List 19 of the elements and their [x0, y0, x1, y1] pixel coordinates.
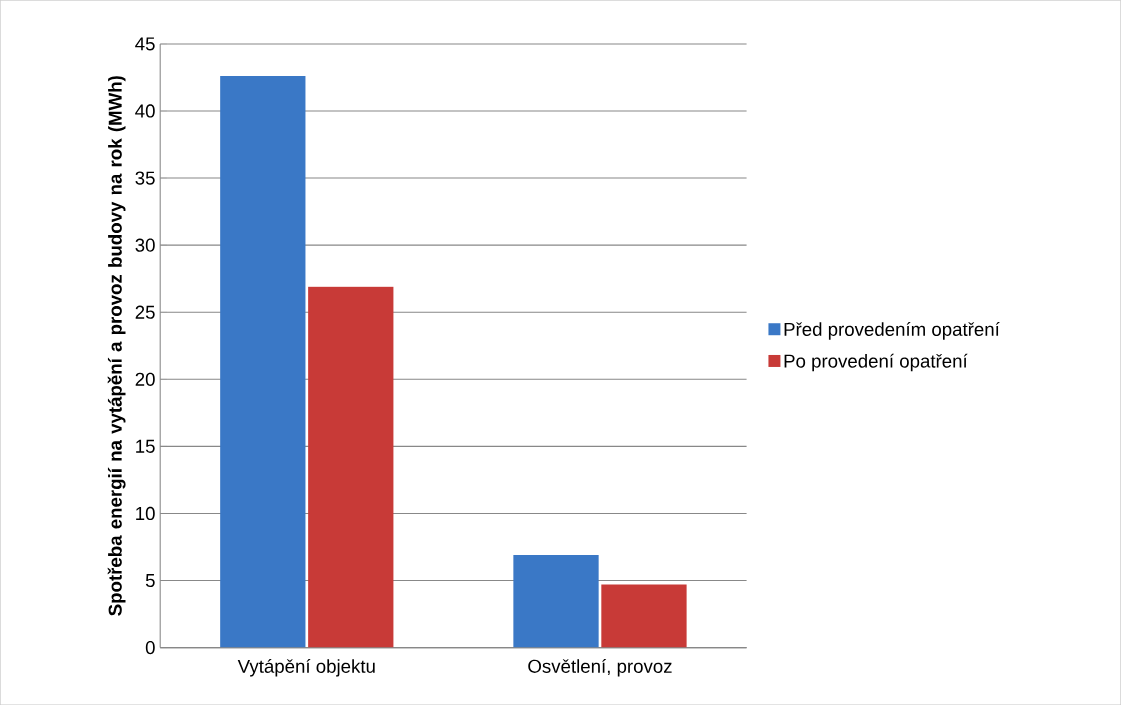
y-tick-label: 20 — [135, 372, 155, 386]
bar — [220, 76, 306, 648]
x-tick-label: Vytápění objektu — [237, 658, 375, 677]
y-tick-label: 0 — [145, 640, 155, 655]
bar — [513, 554, 599, 648]
x-tick-label: Osvětlení, provoz — [528, 658, 672, 677]
y-tick-label: 10 — [136, 506, 155, 520]
y-tick-label: 15 — [136, 439, 155, 453]
y-tick-label: 40 — [135, 104, 155, 118]
y-tick-label: 25 — [135, 305, 155, 319]
bar — [308, 286, 394, 648]
y-tick-label: 30 — [135, 238, 155, 252]
legend-label: Po provedení opatření — [784, 353, 968, 372]
bar — [601, 584, 687, 648]
y-tick-label: 5 — [145, 573, 155, 587]
y-tick-label: 35 — [135, 171, 155, 185]
y-axis-title: Spotřeba energií na vytápění a provoz budovy na rok (MWh) — [107, 76, 126, 616]
legend-label: Před provedením opatření — [784, 321, 1000, 340]
y-tick-label: 45 — [135, 37, 155, 51]
